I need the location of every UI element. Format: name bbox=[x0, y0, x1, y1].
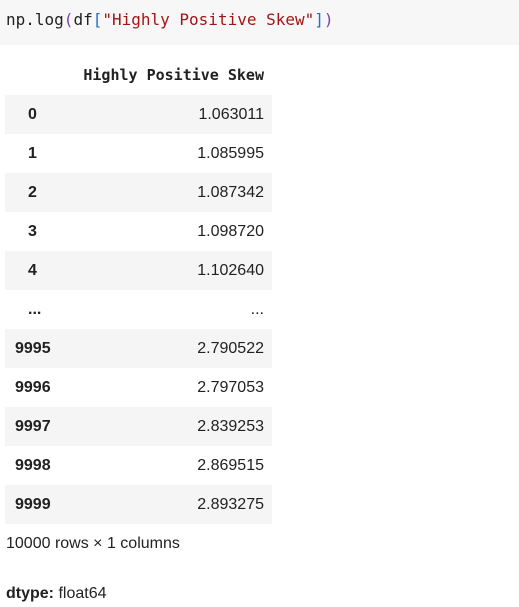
shape-summary: 10000 rows × 1 columns bbox=[6, 535, 180, 552]
table-row: 2 1.087342 bbox=[5, 173, 272, 212]
row-index: 9996 bbox=[15, 378, 51, 396]
code-open-paren: ( bbox=[63, 10, 74, 29]
code-line: np.log(df["Highly Positive Skew"]) bbox=[6, 9, 334, 31]
code-function: np.log bbox=[6, 10, 64, 29]
row-value: 1.102640 bbox=[67, 251, 272, 290]
table-row: 9999 2.893275 bbox=[5, 485, 272, 524]
index-header bbox=[5, 55, 67, 95]
row-value: 1.087342 bbox=[67, 173, 272, 212]
table-row: 9998 2.869515 bbox=[5, 446, 272, 485]
code-string: "Highly Positive Skew" bbox=[102, 10, 315, 29]
row-value: 1.085995 bbox=[197, 144, 264, 162]
column-header: Highly Positive Skew bbox=[83, 66, 264, 84]
row-index: 0 bbox=[5, 95, 67, 134]
row-value: 2.790522 bbox=[67, 329, 272, 368]
row-value: 2.797053 bbox=[197, 378, 264, 396]
row-index: 3 bbox=[28, 222, 37, 240]
row-value: 1.063011 bbox=[67, 95, 272, 134]
code-variable: df bbox=[73, 10, 93, 29]
row-index: 4 bbox=[5, 251, 67, 290]
table-row: 1 1.085995 bbox=[5, 134, 272, 173]
row-index: 9995 bbox=[5, 329, 67, 368]
table-row-ellipsis: ... ... bbox=[5, 290, 272, 329]
table-header-row: Highly Positive Skew bbox=[5, 55, 272, 95]
row-value: 2.869515 bbox=[197, 456, 264, 474]
table-row: 9996 2.797053 bbox=[5, 368, 272, 407]
code-cell[interactable]: np.log(df["Highly Positive Skew"]) bbox=[0, 0, 519, 45]
row-index: 1 bbox=[28, 144, 37, 162]
row-value: 2.893275 bbox=[67, 485, 272, 524]
row-index: 9998 bbox=[15, 456, 51, 474]
row-value: 1.098720 bbox=[197, 222, 264, 240]
table-row: 0 1.063011 bbox=[5, 95, 272, 134]
row-value: ... bbox=[250, 300, 264, 318]
dataframe-table: Highly Positive Skew 0 1.063011 1 1.0859… bbox=[5, 55, 272, 524]
table-row: 4 1.102640 bbox=[5, 251, 272, 290]
dtype-line: dtype: float64 bbox=[6, 585, 107, 603]
code-open-bracket: [ bbox=[92, 10, 103, 29]
table-row: 9997 2.839253 bbox=[5, 407, 272, 446]
row-index: 9999 bbox=[5, 485, 67, 524]
row-index: 9997 bbox=[5, 407, 67, 446]
code-close-bracket: ] bbox=[314, 10, 324, 29]
table-row: 3 1.098720 bbox=[5, 212, 272, 251]
row-index: ... bbox=[28, 300, 42, 318]
dtype-label: dtype: bbox=[6, 585, 54, 602]
dtype-value: float64 bbox=[58, 585, 107, 602]
row-value: 2.839253 bbox=[67, 407, 272, 446]
code-close-paren: ) bbox=[323, 10, 334, 29]
table-row: 9995 2.790522 bbox=[5, 329, 272, 368]
row-index: 2 bbox=[5, 173, 67, 212]
